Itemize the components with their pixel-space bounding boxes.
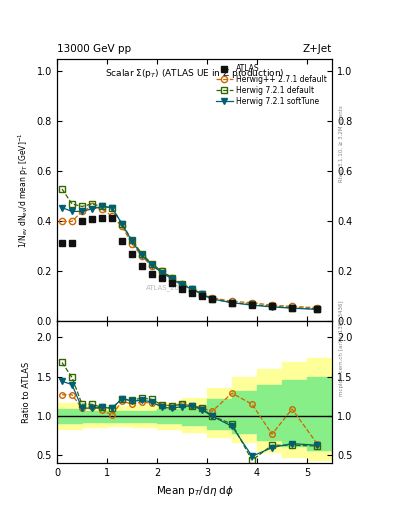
Y-axis label: Ratio to ATLAS: Ratio to ATLAS — [22, 362, 31, 423]
Text: 13000 GeV pp: 13000 GeV pp — [57, 44, 131, 54]
Text: Scalar $\Sigma$(p$_T$) (ATLAS UE in Z production): Scalar $\Sigma$(p$_T$) (ATLAS UE in Z pr… — [105, 67, 285, 80]
Text: Rivet 3.1.10, ≥ 3.2M events: Rivet 3.1.10, ≥ 3.2M events — [339, 105, 344, 182]
Legend: ATLAS, Herwig++ 2.7.1 default, Herwig 7.2.1 default, Herwig 7.2.1 softTune: ATLAS, Herwig++ 2.7.1 default, Herwig 7.… — [215, 62, 328, 108]
Text: ATLAS_2019_...: ATLAS_2019_... — [146, 284, 199, 291]
Text: Z+Jet: Z+Jet — [303, 44, 332, 54]
Y-axis label: 1/N$_{ev}$ dN$_{ev}$/d mean p$_T$ [GeV]$^{-1}$: 1/N$_{ev}$ dN$_{ev}$/d mean p$_T$ [GeV]$… — [17, 133, 31, 248]
X-axis label: Mean p$_T$/d$\eta$ d$\phi$: Mean p$_T$/d$\eta$ d$\phi$ — [156, 484, 233, 498]
Text: mcplots.cern.ch [arXiv:1306.3436]: mcplots.cern.ch [arXiv:1306.3436] — [339, 301, 344, 396]
